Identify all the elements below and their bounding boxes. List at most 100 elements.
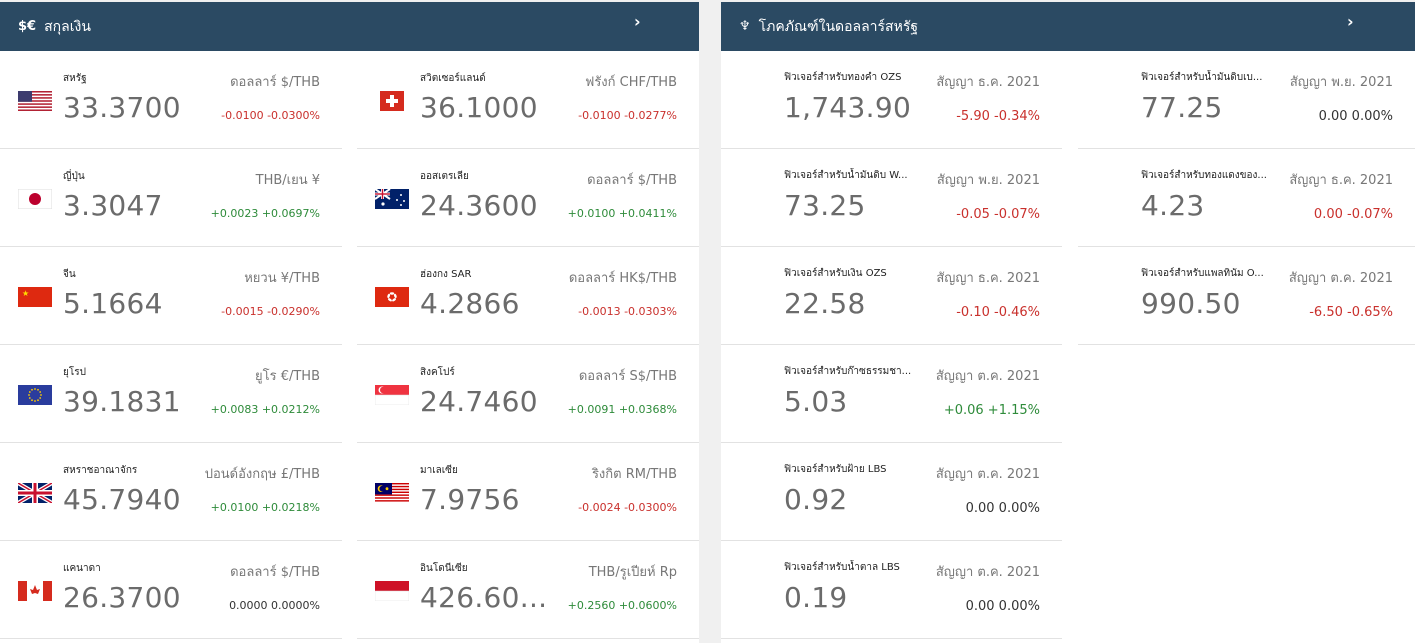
currency-card[interactable]: อินโดนีเซีย 426.60... THB/รูเปียห์ Rp +0.25… bbox=[357, 541, 699, 639]
commodity-name: ฟิวเจอร์สำหรับน้ำมันดิบเบ... bbox=[1141, 72, 1263, 83]
currency-rate: 7.9756 bbox=[420, 483, 520, 516]
flag-cn-icon: ★ bbox=[18, 287, 52, 307]
currency-change: -0.0100 -0.0277% bbox=[578, 109, 677, 122]
currency-name: ยุโรป bbox=[63, 367, 86, 378]
currency-rate: 33.3700 bbox=[63, 91, 181, 124]
commodity-name: ฟิวเจอร์สำหรับก๊าซธรรมชา... bbox=[784, 366, 912, 377]
currency-unit: ดอลลาร์ $/THB bbox=[230, 75, 320, 90]
currency-unit: THB/รูเปียห์ Rp bbox=[588, 565, 677, 580]
currency-card[interactable]: สิงคโปร์ 24.7460 ดอลลาร์ S$/THB +0.0091 +0.… bbox=[357, 345, 699, 443]
currency-panel: $€ สกุลเงิน › สหรัฐ 33.3700 ดอลลาร์ $/THB -… bbox=[0, 2, 699, 643]
commodity-contract: สัญญา ธ.ค. 2021 bbox=[1289, 173, 1393, 188]
currency-card[interactable]: แคนาดา 26.3700 ดอลลาร์ $/THB 0.0000 0.0000% bbox=[0, 541, 342, 639]
currency-change: +0.0100 +0.0218% bbox=[210, 501, 320, 514]
currency-rate: 5.1664 bbox=[63, 287, 163, 320]
currency-card[interactable]: ญี่ปุ่น 3.3047 THB/เยน ¥ +0.0023 +0.0697% bbox=[0, 149, 342, 247]
commodity-price: 0.19 bbox=[784, 581, 848, 614]
currency-change: +0.0023 +0.0697% bbox=[210, 207, 320, 220]
commodity-change: +0.06 +1.15% bbox=[943, 403, 1040, 418]
svg-text:★: ★ bbox=[22, 289, 29, 298]
commodity-price: 4.23 bbox=[1141, 189, 1205, 222]
commodity-change: -0.10 -0.46% bbox=[956, 305, 1040, 320]
flag-ca-icon bbox=[18, 581, 52, 601]
currency-change: +0.0083 +0.0212% bbox=[210, 403, 320, 416]
currency-rate: 26.3700 bbox=[63, 581, 181, 614]
currency-name: สหรัฐ bbox=[63, 73, 87, 84]
currency-rate: 24.7460 bbox=[420, 385, 538, 418]
commodity-change: -5.90 -0.34% bbox=[956, 109, 1040, 124]
commodity-name: ฟิวเจอร์สำหรับน้ำมันดิบ W... bbox=[784, 170, 908, 181]
flag-eu-icon bbox=[18, 385, 52, 405]
commodity-change: 0.00 0.00% bbox=[1318, 109, 1393, 124]
currency-change: +0.2560 +0.0600% bbox=[567, 599, 677, 612]
commodity-contract: สัญญา ธ.ค. 2021 bbox=[936, 75, 1040, 90]
currency-rate: 3.3047 bbox=[63, 189, 163, 222]
commodity-name: ฟิวเจอร์สำหรับเงิน OZS bbox=[784, 268, 887, 279]
commodity-change: 0.00 0.00% bbox=[965, 599, 1040, 614]
flag-id-icon bbox=[374, 581, 410, 602]
currency-unit: ดอลลาร์ HK$/THB bbox=[568, 271, 677, 286]
commodity-price: 990.50 bbox=[1141, 287, 1241, 320]
commodity-card[interactable]: ฟิวเจอร์สำหรับน้ำมันดิบเบ... 77.25 สัญญา พ… bbox=[1078, 51, 1415, 149]
currency-card[interactable]: ฮ่องกง SAR 4.2866 ดอลลาร์ HK$/THB -0.0013 -… bbox=[357, 247, 699, 345]
currency-unit: THB/เยน ¥ bbox=[255, 173, 320, 188]
flag-au-icon bbox=[374, 188, 409, 209]
currency-change: -0.0013 -0.0303% bbox=[578, 305, 677, 318]
commodity-card[interactable]: ฟิวเจอร์สำหรับทองคำ OZS 1,743.90 สัญญา ธ.ค… bbox=[721, 51, 1062, 149]
commodity-card[interactable]: ฟิวเจอร์สำหรับก๊าซธรรมชา... 5.03 สัญญา ต.ค… bbox=[721, 345, 1062, 443]
currency-rate: 39.1831 bbox=[63, 385, 181, 418]
currency-name: แคนาดา bbox=[63, 563, 101, 574]
currency-header: $€ สกุลเงิน › bbox=[0, 2, 699, 51]
currency-rate: 426.60... bbox=[420, 581, 548, 614]
flag-hk-icon bbox=[375, 287, 409, 307]
currency-card[interactable]: ออสเตรเลีย 24.3600 ดอลลาร์ $/THB +0.0100 +0… bbox=[357, 149, 699, 247]
commodity-card[interactable]: ฟิวเจอร์สำหรับน้ำมันดิบ W... 73.25 สัญญา พ… bbox=[721, 149, 1062, 247]
commodity-price: 73.25 bbox=[784, 189, 866, 222]
chevron-right-icon[interactable]: › bbox=[1347, 12, 1354, 31]
commodity-contract: สัญญา พ.ย. 2021 bbox=[1289, 75, 1393, 90]
currency-card[interactable]: ยุโรป 39.1831 ยูโร €/THB +0.0083 +0.0212% bbox=[0, 345, 342, 443]
currency-card[interactable]: สหรัฐ 33.3700 ดอลลาร์ $/THB -0.0100 -0.0300… bbox=[0, 51, 342, 149]
currency-rate: 45.7940 bbox=[63, 483, 181, 516]
currency-name: มาเลเซีย bbox=[420, 465, 458, 476]
chevron-right-icon[interactable]: › bbox=[634, 12, 641, 31]
commodity-price: 0.92 bbox=[784, 483, 848, 516]
commodity-card[interactable]: ฟิวเจอร์สำหรับแพลทินัม O... 990.50 สัญญา ต… bbox=[1078, 247, 1415, 345]
currency-change: -0.0100 -0.0300% bbox=[221, 109, 320, 122]
commodity-name: ฟิวเจอร์สำหรับฝ้าย LBS bbox=[784, 464, 887, 475]
currency-unit: ฟรังก์ CHF/THB bbox=[585, 75, 677, 90]
currency-name: อินโดนีเซีย bbox=[420, 563, 468, 574]
wheat-icon: ♆ bbox=[739, 19, 751, 34]
currency-name: สวิตเซอร์แลนด์ bbox=[420, 73, 486, 84]
flag-sg-icon bbox=[374, 385, 410, 406]
currency-name: สหราชอาณาจักร bbox=[63, 465, 138, 476]
currency-name: สิงคโปร์ bbox=[420, 367, 455, 378]
currency-card[interactable]: สหราชอาณาจักร 45.7940 ปอนด์อังกฤษ £/THB +0.… bbox=[0, 443, 342, 541]
currency-card[interactable]: ★ จีน 5.1664 หยวน ¥/THB -0.0015 -0.0290% bbox=[0, 247, 342, 345]
commodity-contract: สัญญา ต.ค. 2021 bbox=[935, 369, 1040, 384]
flag-jp-icon bbox=[17, 188, 53, 210]
currency-change: -0.0015 -0.0290% bbox=[221, 305, 320, 318]
currency-name: ออสเตรเลีย bbox=[420, 171, 469, 182]
commodity-change: 0.00 0.00% bbox=[965, 501, 1040, 516]
commodity-name: ฟิวเจอร์สำหรับแพลทินัม O... bbox=[1141, 268, 1264, 279]
commodity-card[interactable]: ฟิวเจอร์สำหรับฝ้าย LBS 0.92 สัญญา ต.ค. 202… bbox=[721, 443, 1062, 541]
currency-change: 0.0000 0.0000% bbox=[229, 599, 320, 612]
flag-my-icon bbox=[375, 483, 409, 503]
commodity-panel: ♆ โภคภัณฑ์ในดอลลาร์สหรัฐ › ฟิวเจอร์สำหรั… bbox=[721, 2, 1415, 643]
currency-unit: ยูโร €/THB bbox=[255, 369, 320, 384]
currency-card[interactable]: สวิตเซอร์แลนด์ 36.1000 ฟรังก์ CHF/THB -0.01… bbox=[357, 51, 699, 149]
commodity-change: -0.05 -0.07% bbox=[956, 207, 1040, 222]
currency-rate: 4.2866 bbox=[420, 287, 520, 320]
commodity-card[interactable]: ฟิวเจอร์สำหรับทองแดงของ... 4.23 สัญญา ธ.ค.… bbox=[1078, 149, 1415, 247]
currency-card[interactable]: มาเลเซีย 7.9756 ริงกิต RM/THB -0.0024 -0.03… bbox=[357, 443, 699, 541]
currency-change: +0.0091 +0.0368% bbox=[567, 403, 677, 416]
commodity-name: ฟิวเจอร์สำหรับทองแดงของ... bbox=[1141, 170, 1267, 181]
commodity-contract: สัญญา ต.ค. 2021 bbox=[935, 467, 1040, 482]
currency-name: ฮ่องกง SAR bbox=[420, 269, 472, 280]
commodity-contract: สัญญา พ.ย. 2021 bbox=[936, 173, 1040, 188]
commodity-card[interactable]: ฟิวเจอร์สำหรับน้ำตาล LBS 0.19 สัญญา ต.ค. 2… bbox=[721, 541, 1062, 639]
currency-icon: $€ bbox=[18, 19, 37, 34]
flag-us-icon bbox=[18, 91, 52, 111]
commodity-card[interactable]: ฟิวเจอร์สำหรับเงิน OZS 22.58 สัญญา ธ.ค. 20… bbox=[721, 247, 1062, 345]
